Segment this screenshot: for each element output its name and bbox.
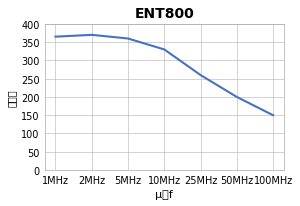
X-axis label: μ－f: μ－f	[155, 189, 173, 199]
Title: ENT800: ENT800	[134, 7, 194, 21]
Y-axis label: 磁导率: 磁导率	[7, 89, 17, 106]
